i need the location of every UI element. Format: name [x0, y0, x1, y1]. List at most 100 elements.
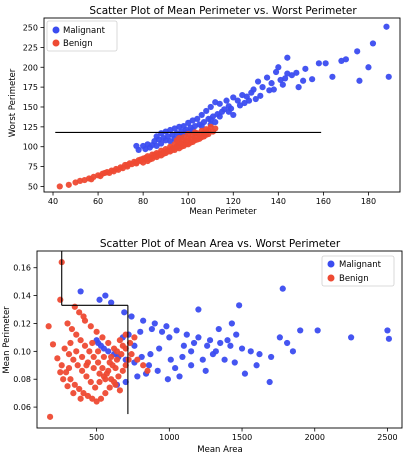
chart-1-legend-label-benign: Benign — [63, 39, 93, 49]
benign-point — [46, 413, 54, 420]
malignant-point — [302, 65, 309, 72]
benign-point — [122, 362, 129, 369]
malignant-point — [148, 325, 155, 333]
benign-point — [140, 362, 147, 369]
malignant-point — [102, 292, 109, 299]
x-tick-label: 60 — [93, 197, 103, 206]
benign-point — [61, 345, 68, 352]
x-tick-label: 140 — [271, 197, 286, 206]
benign-point — [134, 356, 141, 363]
benign-point — [73, 348, 80, 355]
benign-point — [176, 134, 183, 142]
malignant-point — [300, 77, 307, 84]
benign-point — [99, 334, 106, 341]
chart-2-legend: Malignant Benign — [321, 255, 395, 287]
benign-point — [125, 356, 132, 363]
malignant-point — [309, 76, 316, 83]
chart-1-legend-box — [46, 20, 118, 52]
malignant-point — [315, 60, 322, 67]
malignant-point — [224, 337, 231, 344]
chart-2-plot-area: 500 1000 1500 2000 2500 0.06 0.08 0.10 0.12 0.14 0… — [13, 250, 403, 442]
chart-1-legend-label-malignant: Malignant — [63, 26, 106, 36]
malignant-point — [164, 376, 171, 383]
malignant-point — [218, 108, 226, 115]
benign-point — [64, 320, 71, 327]
x-tick-label: 2000 — [305, 433, 325, 442]
malignant-point — [217, 339, 224, 347]
malignant-point — [297, 327, 304, 334]
malignant-point — [96, 296, 103, 303]
malignant-point — [122, 378, 129, 386]
benign-point — [105, 339, 112, 347]
benign-point — [97, 173, 104, 180]
malignant-point — [238, 345, 246, 352]
malignant-point — [188, 348, 195, 355]
x-tick-label: 40 — [48, 197, 58, 206]
benign-point — [133, 160, 140, 167]
benign-point — [68, 325, 76, 333]
benign-point — [70, 356, 77, 363]
benign-point — [86, 348, 93, 355]
benign-point — [67, 339, 74, 347]
x-tick-label: 1500 — [232, 433, 252, 442]
malignant-point — [354, 48, 361, 55]
benign-point — [113, 356, 121, 363]
malignant-point — [279, 81, 286, 88]
x-tick-label: 500 — [89, 433, 104, 442]
benign-point — [76, 309, 83, 316]
malignant-point — [284, 54, 291, 61]
malignant-point — [180, 342, 187, 349]
malignant-point — [356, 77, 363, 84]
chart-1-ylabel: Worst Perimeter — [8, 68, 18, 137]
benign-point — [108, 353, 115, 361]
benign-point — [124, 161, 131, 169]
x-tick-label: 180 — [361, 197, 376, 206]
benign-point — [126, 339, 134, 347]
malignant-point — [314, 327, 321, 334]
malignant-point — [259, 84, 266, 91]
benign-point — [119, 367, 126, 374]
chart-1: Scatter Plot of Mean Perimeter vs. Worst… — [8, 5, 401, 217]
malignant-point — [369, 40, 377, 47]
malignant-point — [140, 317, 147, 324]
benign-point — [67, 376, 74, 383]
benign-point — [110, 168, 117, 175]
y-tick-label: 150 — [23, 103, 38, 112]
benign-point — [106, 359, 113, 366]
y-tick-label: 0.14 — [13, 292, 31, 301]
y-tick-label: 50 — [28, 182, 38, 191]
benign-point — [65, 364, 73, 372]
malignant-point — [275, 64, 282, 71]
malignant-point — [253, 362, 260, 369]
malignant-point — [158, 328, 166, 335]
y-tick-label: 0.12 — [13, 319, 31, 328]
malignant-point — [230, 111, 237, 119]
chart-2: Scatter Plot of Mean Area vs. Worst Peri… — [2, 238, 403, 455]
malignant-point — [225, 108, 232, 115]
x-tick-label: 120 — [226, 197, 241, 206]
malignant-point — [121, 309, 128, 316]
malignant-point — [158, 130, 165, 137]
malignant-point — [248, 89, 255, 96]
malignant-point — [295, 84, 302, 91]
malignant-point — [266, 378, 273, 386]
x-tick-label: 2500 — [377, 433, 397, 442]
benign-point — [87, 378, 94, 386]
malignant-point — [198, 122, 205, 130]
chart-1-legend-marker-malignant — [52, 26, 60, 34]
malignant-point — [173, 327, 180, 334]
malignant-point — [77, 288, 84, 295]
malignant-point — [279, 285, 286, 292]
benign-point — [96, 378, 103, 386]
benign-point — [105, 367, 112, 374]
benign-point — [65, 351, 73, 358]
benign-point — [94, 348, 102, 355]
benign-point — [45, 323, 52, 330]
benign-point — [71, 303, 78, 310]
benign-point — [76, 385, 83, 393]
malignant-point — [145, 362, 153, 369]
benign-point — [116, 387, 123, 394]
benign-point — [112, 364, 119, 372]
chart-2-ylabel: Mean Perimeter — [2, 306, 12, 374]
benign-point — [60, 376, 67, 383]
